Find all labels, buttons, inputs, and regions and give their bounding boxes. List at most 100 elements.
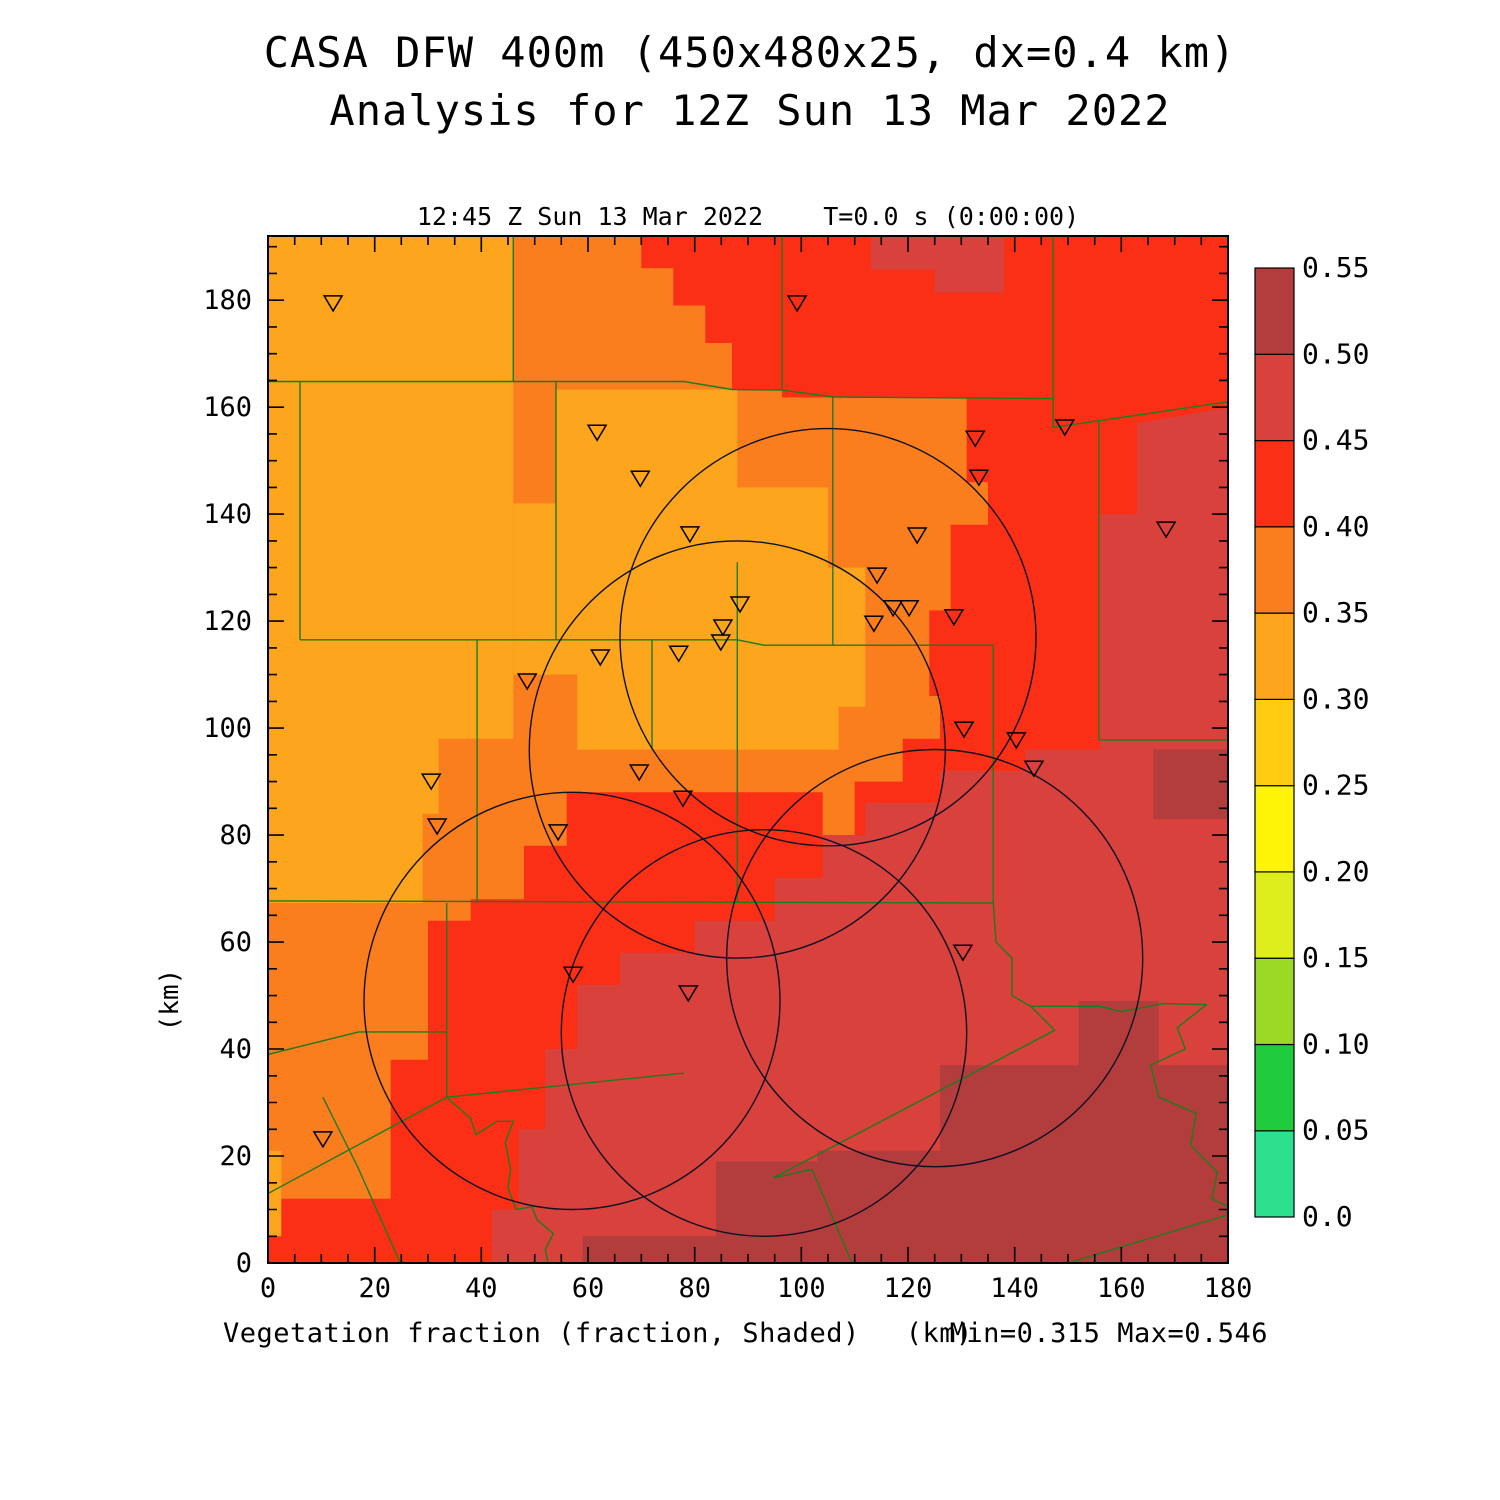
colorbar-tick-label: 0.10 [1302,1028,1369,1061]
county-line [268,1072,685,1195]
station-marker-triangle-icon [898,600,920,618]
colorbar-cell [1254,957,1295,1046]
contour-region [1137,407,1228,515]
y-tick-label: 160 [203,392,252,423]
station-marker-triangle-icon [629,470,651,488]
colorbar-cell [1254,1043,1295,1132]
station-marker-triangle-icon [516,673,538,691]
contour-region [577,487,866,750]
station-marker-triangle-icon [968,469,990,487]
colorbar-tick-label: 0.25 [1302,769,1369,802]
colorbar-tick-label: 0.30 [1302,682,1369,715]
colorbar-cell [1254,871,1295,959]
station-marker-triangle-icon [710,634,732,652]
min-max-stats: Min=0.315 Max=0.546 [949,1318,1268,1349]
colorbar: 0.0 0.05 0.10 0.15 0.20 0.25 0.30 0.35 0.40 0.45 0… [1254,251,1369,1233]
contour-region [1153,749,1228,819]
colorbar-cell [1254,698,1295,787]
colorbar-tick-label: 0.40 [1302,510,1369,543]
station-markers [312,295,1177,1149]
county-line [322,1096,401,1263]
x-tick-label: 20 [358,1273,391,1304]
station-marker-triangle-icon [882,600,904,618]
x-axis-units-label: (km) [905,1318,973,1349]
colorbar-tick-label: 0.35 [1302,596,1369,629]
contour-region [870,236,1004,293]
station-marker-triangle-icon [586,424,608,442]
colorbar-cell [1254,267,1295,355]
radar-range-circle [619,427,1037,847]
contour-region [582,1000,1228,1263]
county-line [1149,1004,1228,1208]
x-tick-label: 60 [572,1273,605,1304]
x-tick-labels: 0 20 40 60 80 100 120 140 160 180 [260,1273,1253,1304]
x-tick-label: 100 [777,1273,826,1304]
radar-range-circles [363,427,1144,1238]
figure-title-line1: CASA DFW 400m (450x480x25, dx=0.4 km) [263,28,1237,77]
station-marker-triangle-icon [1023,760,1045,778]
station-marker-triangle-icon [668,645,690,663]
contour-region [268,381,514,903]
x-tick-label: 140 [990,1273,1039,1304]
station-marker-triangle-icon [547,824,569,842]
colorbar-tick-label: 0.20 [1302,855,1369,888]
x-tick-label: 160 [1097,1273,1146,1304]
station-marker-triangle-icon [863,615,885,633]
station-marker-triangle-icon [1054,419,1076,437]
station-marker-triangle-icon [1155,521,1177,539]
county-line [268,1031,359,1056]
y-tick-label: 120 [203,606,252,637]
county-line [300,639,994,646]
x-tick-label: 0 [260,1273,276,1304]
radar-range-circle [363,791,781,1211]
station-marker-triangle-icon [628,764,650,782]
contour-region [268,236,514,382]
station-marker-triangle-icon [562,966,584,984]
county-line [446,1096,555,1263]
radar-range-circle [560,829,968,1238]
station-marker-triangle-icon [953,721,975,739]
colorbar-tick-label: 0.55 [1302,251,1369,284]
station-marker-triangle-icon [952,944,974,962]
station-marker-triangle-icon [677,985,699,1003]
contour-region [492,412,1228,1263]
station-marker-triangle-icon [943,609,965,627]
station-marker-triangle-icon [786,295,808,313]
y-tick-label: 100 [203,713,252,744]
station-marker-triangle-icon [1005,732,1027,750]
colorbar-tick-label: 0.50 [1302,337,1369,370]
colorbar-cell [1254,526,1295,614]
station-marker-triangle-icon [964,430,986,448]
colorbar-cell [1254,1130,1295,1218]
station-marker-triangle-icon [589,649,611,667]
plot-time-subtitle: 12:45 Z Sun 13 Mar 2022 T=0.0 s (0:00:00… [416,202,1080,231]
station-marker-triangle-icon [420,773,442,791]
county-line [268,380,1054,400]
station-marker-triangle-icon [672,790,694,808]
station-marker-triangle-icon [906,527,928,545]
y-tick-label: 40 [219,1034,252,1065]
station-marker-triangle-icon [322,295,344,313]
y-tick-label: 20 [219,1141,252,1172]
station-marker-triangle-icon [712,619,734,637]
contour-region [268,1150,282,1237]
y-tick-label: 180 [203,285,252,316]
x-tick-label: 40 [465,1273,498,1304]
station-marker-triangle-icon [679,526,701,544]
station-marker-triangle-icon [312,1131,334,1149]
contour-regions [268,236,1228,1263]
station-marker-triangle-icon [426,818,448,836]
y-tick-label: 0 [236,1248,252,1279]
county-line [772,1005,1056,1179]
colorbar-cell [1254,439,1295,528]
figure-footer: Vegetation fraction (fraction, Shaded) (… [223,1318,973,1349]
x-tick-label: 80 [678,1273,711,1304]
colorbar-tick-label: 0.45 [1302,424,1369,457]
colorbar-cell [1254,612,1295,700]
y-tick-labels: 0 20 40 60 80 100 120 140 160 180 [203,285,252,1279]
field-label: Vegetation fraction (fraction, Shaded) [223,1318,860,1349]
axis-ticks [267,236,1229,1264]
